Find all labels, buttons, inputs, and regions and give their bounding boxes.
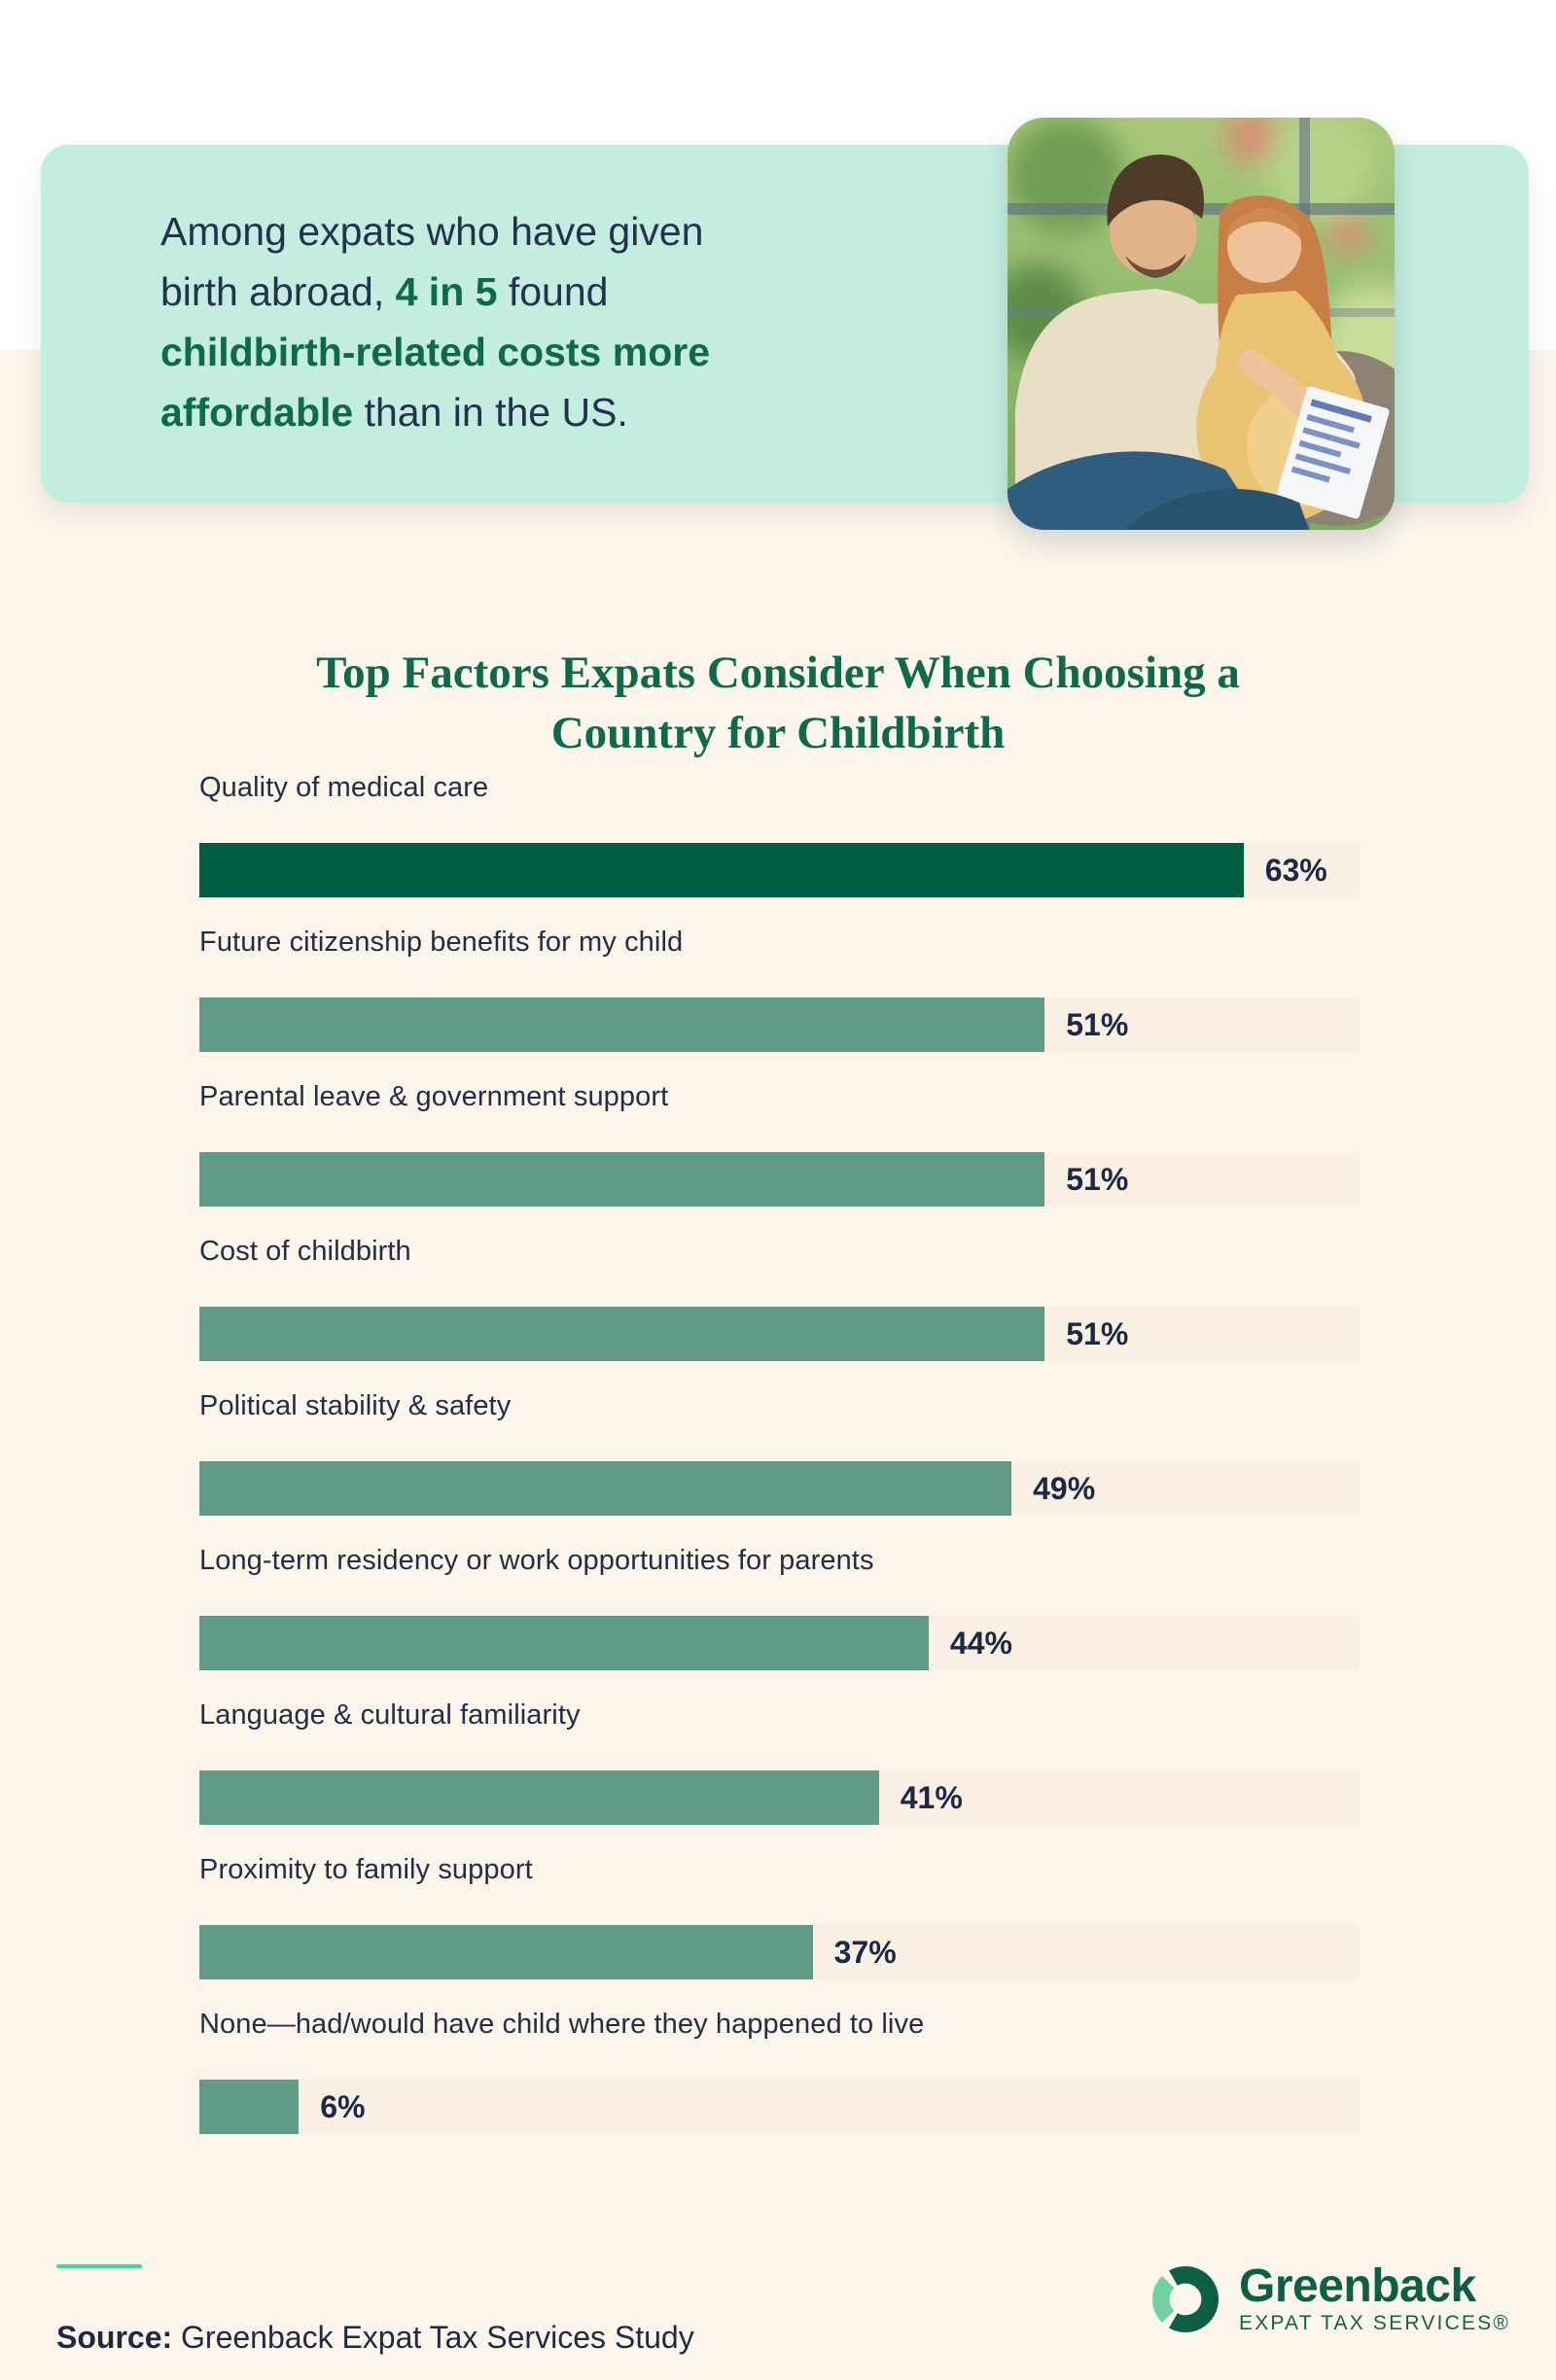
bar-value: 6% [320,2088,366,2124]
logo-name: Greenback [1239,2260,1476,2312]
greenback-ring-icon [1152,2266,1219,2332]
bar-value: 41% [900,1779,963,1815]
bar-label: Political stability & safety [199,1390,512,1421]
bar-track: 51% [199,1307,1360,1361]
bar-fill [199,2080,300,2134]
background-lower-band [0,350,1556,2380]
bar-label: Future citizenship benefits for my child [199,927,684,958]
chart-title-line2: Country for Childbirth [550,708,1006,759]
bar-track: 51% [199,1152,1360,1207]
couple-photo-illustration [1008,118,1395,530]
greenback-logo: Greenback EXPAT TAX SERVICES® [1145,2258,1510,2340]
source-note: Source: Greenback Expat Tax Services Stu… [56,2318,694,2357]
callout-text-segment: than in the US. [353,390,628,435]
bar-track: 63% [199,843,1360,897]
bar-chart: Quality of medical care 63% Future citizen… [199,766,1360,2157]
bar-value: 44% [949,1625,1012,1661]
bar-label: None—had/would have child where they hap… [199,2009,925,2040]
bar-track: 44% [199,1616,1360,1670]
bar-label: Language & cultural familiarity [199,1699,581,1731]
callout-text: Among expats who have given birth abroad,… [160,201,900,442]
bar-value: 51% [1066,1161,1129,1197]
bar-fill [199,1152,1045,1207]
bar-row: None—had/would have child where they hap… [199,2003,1360,2134]
chart-title-line1: Top Factors Expats Consider When Choosin… [316,648,1240,699]
source-text: Greenback Expat Tax Services Study [172,2320,694,2355]
bar-track: 6% [199,2080,1360,2134]
callout-line: affordable than in the US. [160,382,900,442]
bar-label: Proximity to family support [199,1854,533,1885]
callout-line: childbirth-related costs more [160,322,900,382]
bar-label: Long-term residency or work opportunitie… [199,1545,874,1576]
couple-photo [1008,118,1395,530]
bar-row: Quality of medical care 63% [199,766,1360,897]
logo-text-block: Greenback EXPAT TAX SERVICES® [1239,2260,1511,2334]
bar-value: 51% [1066,1006,1129,1042]
bar-value: 51% [1066,1315,1129,1351]
callout-emphasis-text: 4 in 5 [395,269,498,314]
bar-value: 63% [1264,852,1327,888]
bar-track: 51% [199,998,1360,1052]
source-label: Source: [56,2320,173,2355]
chart-title: Top Factors Expats Consider When Choosin… [0,643,1556,763]
callout-text-segment: Among expats who have given [160,209,704,254]
callout-emphasis-text: affordable [160,390,354,435]
bar-row: Cost of childbirth 51% [199,1230,1360,1361]
bar-track: 49% [199,1461,1360,1516]
bar-label: Parental leave & government support [199,1081,669,1112]
bar-row: Parental leave & government support 51% [199,1075,1360,1207]
callout-emphasis-text: childbirth-related costs more [160,330,711,374]
footer-accent-line [56,2264,142,2268]
bar-row: Future citizenship benefits for my child… [199,921,1360,1052]
bar-track: 37% [199,1925,1360,1979]
bar-label: Cost of childbirth [199,1236,411,1267]
callout-text-segment: birth abroad, [160,269,396,314]
callout-line: birth abroad, 4 in 5 found [160,262,900,322]
bar-fill [199,1616,929,1670]
bar-track: 41% [199,1770,1360,1825]
bar-row: Long-term residency or work opportunitie… [199,1539,1360,1670]
bar-value: 49% [1033,1470,1096,1506]
bar-rows: Quality of medical care 63% Future citizen… [199,766,1360,2134]
bar-value: 37% [833,1934,897,1970]
logo-tagline: EXPAT TAX SERVICES® [1239,2312,1511,2334]
bar-fill [199,1770,879,1825]
bar-fill [199,1307,1045,1361]
bar-fill [199,1925,813,1979]
bar-fill [199,998,1045,1052]
bar-label: Quality of medical care [199,772,489,803]
bar-fill [199,1461,1012,1516]
bar-row: Proximity to family support 37% [199,1848,1360,1979]
bar-fill [199,843,1244,897]
callout-text-segment: found [497,269,609,314]
bar-row: Political stability & safety 49% [199,1384,1360,1516]
bar-row: Language & cultural familiarity 41% [199,1694,1360,1825]
callout-line: Among expats who have given [160,201,900,262]
